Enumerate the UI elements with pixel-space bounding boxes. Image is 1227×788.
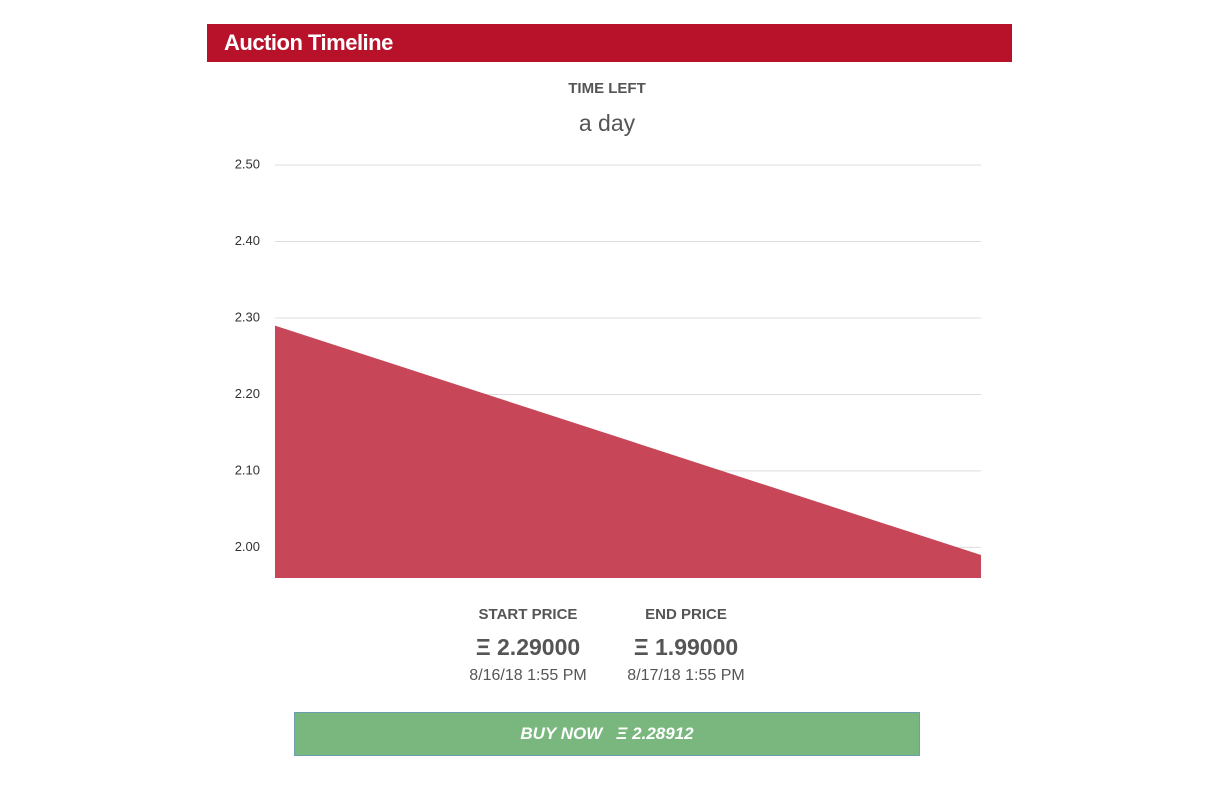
header-title: Auction Timeline <box>224 30 393 55</box>
y-tick-label: 2.10 <box>235 462 260 477</box>
chart: 2.00 2.10 2.20 2.30 2.40 2.50 <box>235 156 981 578</box>
buy-label: BUY NOW <box>520 724 603 743</box>
y-tick-label: 2.20 <box>235 386 260 401</box>
buy-price: Ξ 2.28912 <box>616 724 694 743</box>
buy-now-button[interactable]: BUY NOW Ξ 2.28912 <box>294 712 920 756</box>
time-left-value: a day <box>578 110 636 136</box>
end-date: 8/17/18 1:55 PM <box>627 667 745 684</box>
end-price: Ξ 1.99000 <box>633 634 739 660</box>
start-price: Ξ 2.29000 <box>475 634 581 660</box>
time-left-label: TIME LEFT <box>568 80 646 97</box>
header: Auction Timeline <box>207 24 1012 62</box>
start-date: 8/16/18 1:55 PM <box>469 667 587 684</box>
y-tick-label: 2.30 <box>235 309 260 324</box>
y-tick-label: 2.40 <box>235 233 260 248</box>
y-tick-label: 2.50 <box>235 156 260 171</box>
start-label: START PRICE <box>478 606 578 623</box>
price-area <box>275 325 981 578</box>
y-tick-label: 2.00 <box>235 539 260 554</box>
end-label: END PRICE <box>645 606 727 623</box>
